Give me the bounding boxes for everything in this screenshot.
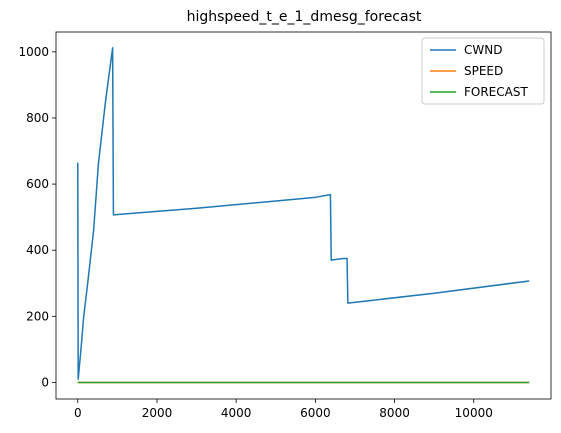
legend-label-cwnd: CWND: [464, 43, 502, 57]
y-axis: 0 200 400 600 800 1000: [18, 45, 56, 389]
plot-area: [77, 47, 530, 384]
y-tick-label: 200: [26, 309, 49, 323]
x-tick-label: 0: [74, 406, 82, 420]
plot-frame: [55, 31, 552, 400]
y-tick-label: 400: [26, 243, 49, 257]
legend-box: [421, 37, 545, 105]
x-tick-label: 2000: [142, 406, 173, 420]
x-tick-label: 8000: [379, 406, 410, 420]
y-tick-label: 800: [26, 111, 49, 125]
x-tick-label: 6000: [300, 406, 331, 420]
legend-label-speed: SPEED: [464, 64, 503, 78]
series-line-cwnd: [77, 47, 530, 380]
x-tick-label: 10000: [455, 406, 493, 420]
chart-title: highspeed_t_e_1_dmesg_forecast: [187, 9, 422, 25]
x-tick-label: 4000: [221, 406, 252, 420]
y-tick-label: 1000: [18, 45, 49, 59]
legend-label-forecast: FORECAST: [464, 85, 528, 99]
x-axis: 0 2000 4000 6000 8000 10000: [74, 399, 493, 420]
y-tick-label: 600: [26, 177, 49, 191]
y-tick-label: 0: [41, 375, 49, 389]
legend: CWND SPEED FORECAST: [421, 37, 545, 105]
